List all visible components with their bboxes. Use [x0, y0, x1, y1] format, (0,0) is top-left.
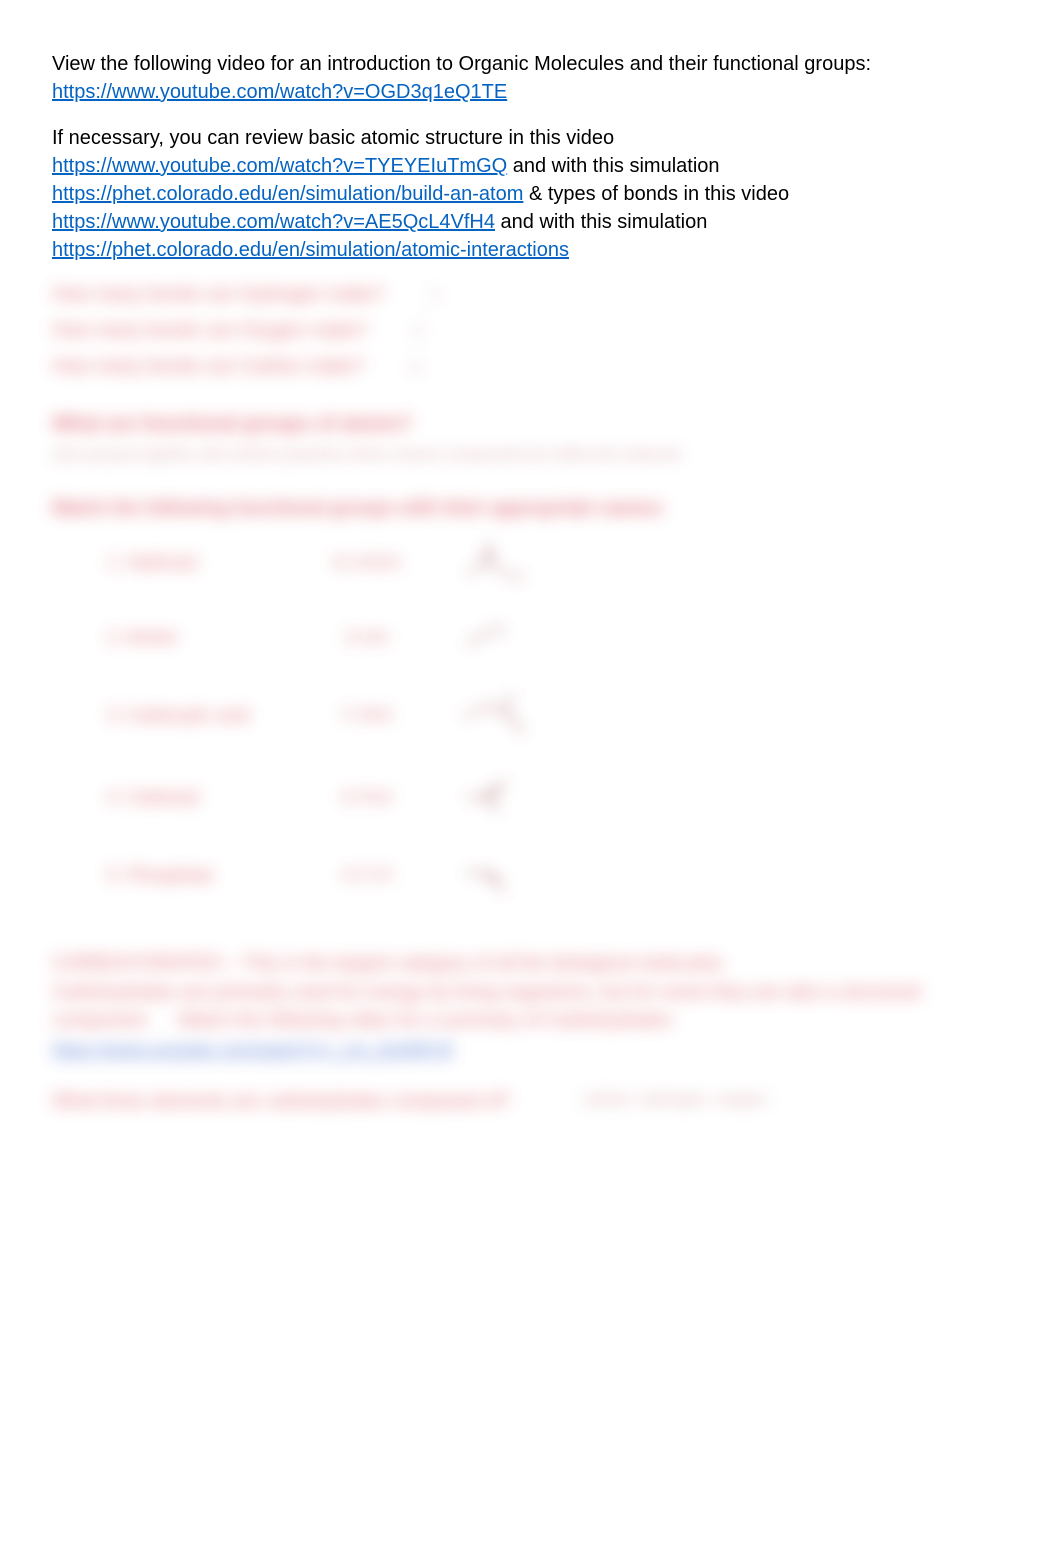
bonds-q1-row: How many bonds can Hydrogen make? 1: [52, 284, 1010, 306]
func-groups-heading: What are functional groups of atoms?: [52, 413, 1010, 436]
bonds-q3: How many bonds can Carbon make?: [52, 356, 365, 377]
carbs-question-row: What three elements are carbohydrates co…: [52, 1091, 1010, 1113]
svg-text:OH: OH: [509, 572, 524, 583]
match-row-2: 2. Amine D OH OH: [52, 620, 1010, 655]
carbs-link[interactable]: https://www.youtube.com/watch?v=_zm_DyD6…: [52, 1040, 453, 1060]
chem-structure-icon-4: O: [457, 775, 517, 820]
svg-text:O: O: [501, 779, 508, 789]
bonds-q2-row: How many bonds can Oxygen make? 2: [52, 320, 1010, 342]
matching-heading: Match the following functional groups wi…: [52, 498, 1010, 520]
intro-text-2a: If necessary, you can review basic atomi…: [52, 127, 614, 149]
svg-text:H: H: [517, 727, 524, 737]
match-formula-3: C NH2: [277, 705, 457, 725]
carbs-line2: Carbohydrates are primarily used for ene…: [52, 979, 1010, 1036]
svg-text:H: H: [509, 692, 516, 702]
chem-structure-icon-2: OH: [457, 620, 517, 655]
match-formula-1: B COOH: [277, 553, 457, 573]
match-row-3: 3. Carboxylic acid C NH2 H H H: [52, 690, 1010, 740]
match-row-4: 4. Carbonyl E PO4 O: [52, 775, 1010, 820]
bonds-q1: How many bonds can Hydrogen make?: [52, 284, 385, 305]
match-label-4: 4. Carbonyl: [107, 787, 277, 808]
bonds-q3-row: How many bonds can Carbon make? 4: [52, 356, 1010, 378]
match-row-1: 1. Hydroxyl B COOH OH: [52, 540, 1010, 585]
carbs-section: CARBOHYDRATES – This is the largest cate…: [52, 950, 1010, 1113]
blurred-content: How many bonds can Hydrogen make? 1 How …: [52, 284, 1010, 1113]
intro-text-2d: and with this simulation: [495, 211, 707, 233]
carbs-line1: CARBOHYDRATES – This is the largest cate…: [52, 950, 1010, 979]
match-label-3: 3. Carboxylic acid: [107, 705, 277, 726]
match-formula-4: E PO4: [277, 788, 457, 808]
chem-structure-icon-5: O: [457, 855, 517, 895]
svg-text:OH: OH: [489, 625, 506, 637]
intro-link-2[interactable]: https://www.youtube.com/watch?v=TYEYEIuT…: [52, 155, 507, 177]
intro-text-2b: and with this simulation: [507, 155, 719, 177]
svg-text:H: H: [462, 710, 469, 721]
match-formula-5: A C=O: [277, 865, 457, 885]
chem-structure-icon-3: H H H: [457, 690, 537, 740]
intro-link-3[interactable]: https://phet.colorado.edu/en/simulation/…: [52, 183, 523, 205]
func-groups-sub: atom groups together with similar proper…: [52, 446, 1010, 463]
bonds-a2: 2: [403, 323, 433, 341]
bonds-q2: How many bonds can Oxygen make?: [52, 320, 368, 341]
match-label-5: 5. Phosphate: [107, 865, 277, 886]
carbs-line3-pre: Watch the following video for a summary …: [178, 1010, 676, 1031]
carbs-question: What three elements are carbohydrates co…: [52, 1091, 582, 1113]
match-formula-2: D OH: [277, 628, 457, 648]
match-label-1: 1. Hydroxyl: [107, 552, 277, 573]
intro-text-2c: & types of bonds in this video: [523, 183, 789, 205]
intro-paragraph-1: View the following video for an introduc…: [52, 50, 1010, 106]
intro-text-1: View the following video for an introduc…: [52, 53, 871, 75]
intro-link-1[interactable]: https://www.youtube.com/watch?v=OGD3q1eQ…: [52, 81, 507, 103]
intro-paragraph-2: If necessary, you can review basic atomi…: [52, 124, 1010, 264]
carbs-answer: carbon, hydrogen, oxygen: [582, 1091, 767, 1113]
svg-text:O: O: [499, 885, 506, 895]
matching-section: Match the following functional groups wi…: [52, 498, 1010, 895]
intro-link-4[interactable]: https://www.youtube.com/watch?v=AE5QcL4V…: [52, 211, 495, 233]
chem-structure-icon-1: OH: [457, 540, 527, 585]
intro-link-5[interactable]: https://phet.colorado.edu/en/simulation/…: [52, 239, 569, 261]
match-label-2: 2. Amine: [107, 627, 277, 648]
bonds-a3: 4: [400, 359, 430, 377]
match-row-5: 5. Phosphate A C=O O: [52, 855, 1010, 895]
bonds-a1: 1: [420, 287, 450, 305]
